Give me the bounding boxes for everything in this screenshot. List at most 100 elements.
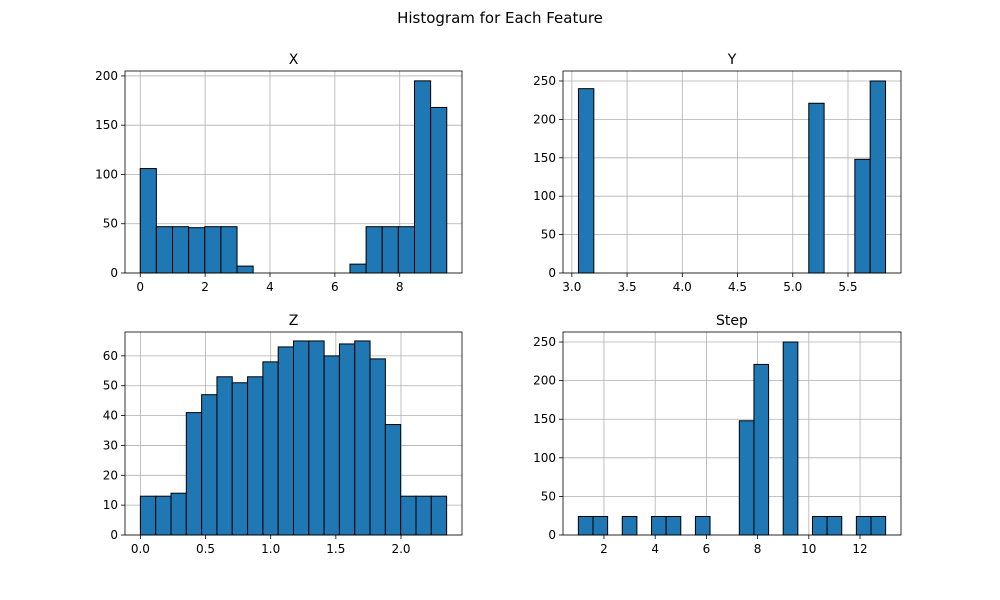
x-tick-label: 4.0 [673,280,692,294]
subplot-title: Step [716,313,748,329]
x-tick-label: 2.0 [391,542,410,556]
y-tick-label: 0 [548,266,556,280]
histogram-bar [753,363,770,536]
x-tick-label: 1.0 [261,542,280,556]
histogram-bar [592,515,609,536]
histogram-bar [293,340,310,536]
histogram-bar [338,343,356,536]
histogram-bar [349,263,367,274]
x-tick-label: 4.5 [728,280,747,294]
histogram-bar [808,102,825,274]
histogram-bar [155,495,172,536]
y-tick-label: 60 [103,349,118,363]
histogram-bar [577,88,595,274]
histogram-bar [826,515,843,536]
histogram-bar [413,80,432,274]
histogram-bar [621,515,638,536]
x-tick-label: 0.0 [131,542,150,556]
histogram-bar [308,340,325,536]
y-tick-label: 50 [541,228,556,242]
x-tick-label: 3.0 [562,280,581,294]
histogram-bar [381,226,399,274]
y-tick-label: 100 [533,451,556,465]
histogram-bar [694,515,711,536]
y-tick-label: 50 [103,379,118,393]
y-tick-label: 200 [533,112,556,126]
y-tick-label: 0 [548,528,556,542]
x-tick-label: 3.5 [618,280,637,294]
histogram-bar [855,515,872,536]
histogram-bar [262,361,279,536]
histogram-bar [220,226,238,274]
figure-title: Histogram for Each Feature [397,9,603,27]
x-tick-label: 5.0 [783,280,802,294]
y-tick-label: 200 [533,374,556,388]
y-tick-label: 50 [103,217,118,231]
histogram-bar [811,515,828,536]
y-tick-label: 0 [110,266,118,280]
histogram-bar [236,265,254,274]
x-tick-label: 0 [136,280,144,294]
histogram-bar [247,376,264,536]
x-tick-label: 4 [651,542,659,556]
histogram-bar [201,394,218,536]
subplot-step: 2 4 6 8 10 12 0 50 100 150 200 250 Step [533,313,902,556]
y-tick-label: 150 [95,118,118,132]
histogram-bar [277,346,295,536]
histogram-bar [188,227,206,274]
axes-frame [124,70,463,274]
axes-frame [124,331,463,536]
y-tick-label: 100 [95,167,118,181]
x-tick-label: 2 [600,542,608,556]
histogram-bar [651,515,667,536]
subplot-title: X [289,52,299,68]
x-tick-label: 6 [703,542,711,556]
histogram-bar [384,424,402,536]
histogram-bar [665,515,682,536]
histogram-bar [870,515,887,536]
histogram-bar [139,495,157,536]
y-tick-label: 150 [533,151,556,165]
x-tick-label: 6 [331,280,339,294]
subplot-x: 0 2 4 6 8 0 50 100 150 200 X [95,52,463,294]
histogram-bar [170,492,187,536]
histogram-bar [738,420,755,536]
histogram-bar [354,340,371,536]
histogram-bar [369,358,386,536]
histogram-bar [577,515,594,536]
histogram-bar [204,226,222,274]
y-tick-label: 10 [103,498,118,512]
x-tick-label: 4 [266,280,274,294]
histogram-bar [365,226,383,274]
x-tick-label: 8 [396,280,404,294]
x-tick-label: 1.5 [326,542,345,556]
x-tick-label: 5.5 [838,280,857,294]
y-tick-label: 0 [110,528,118,542]
y-tick-label: 20 [103,468,118,482]
axes-frame [562,331,902,536]
histogram-bar [400,495,417,536]
histogram-bar [397,226,415,274]
y-tick-label: 40 [103,409,118,423]
histogram-bar [430,495,448,536]
x-tick-label: 8 [754,542,762,556]
subplot-y: 3.0 3.5 4.0 4.5 5.0 5.5 0 50 100 150 200 250 Y [533,52,902,294]
histogram-bar [172,226,190,274]
y-tick-label: 250 [533,335,556,349]
x-tick-label: 12 [852,542,867,556]
y-tick-label: 50 [541,489,556,503]
x-tick-label: 2 [201,280,209,294]
y-tick-label: 100 [533,189,556,203]
y-tick-label: 200 [95,69,118,83]
axes-frame [562,70,902,274]
histogram-bar [323,355,340,536]
histogram-bar [782,341,799,536]
histogram-bar [155,226,174,274]
x-tick-label: 0.5 [196,542,215,556]
histogram-bar [231,382,249,536]
histogram-bar [415,495,432,536]
y-tick-label: 30 [103,438,118,452]
histogram-bar [854,158,871,274]
histogram-bar [216,376,233,536]
histogram-bar [185,412,203,536]
